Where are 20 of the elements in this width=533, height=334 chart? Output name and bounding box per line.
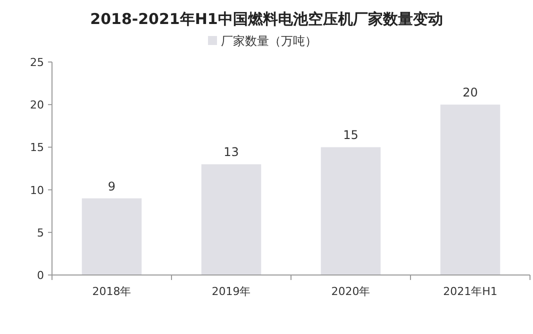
- x-tick-label: 2020年: [331, 285, 370, 298]
- y-tick-label: 25: [30, 56, 44, 69]
- data-label: 20: [462, 86, 478, 100]
- legend: 厂家数量（万吨）: [208, 34, 317, 48]
- bar: [201, 164, 262, 275]
- data-label: 15: [343, 128, 358, 142]
- bar: [440, 104, 500, 275]
- x-tick-label: 2018年: [92, 285, 132, 298]
- x-tick-label: 2021年H1: [443, 285, 498, 298]
- y-tick-label: 15: [30, 141, 44, 154]
- data-label: 13: [224, 145, 239, 160]
- y-tick-label: 10: [30, 184, 44, 197]
- bar: [82, 198, 142, 275]
- data-label: 9: [108, 179, 116, 194]
- bar: [320, 147, 381, 275]
- y-tick-label: 20: [30, 98, 44, 112]
- y-tick-label: 5: [37, 226, 44, 240]
- chart-title: 2018-2021年H1中国燃料电池空压机厂家数量变动: [90, 10, 443, 28]
- y-tick-label: 0: [37, 269, 44, 282]
- x-tick-label: 2019年: [212, 285, 251, 298]
